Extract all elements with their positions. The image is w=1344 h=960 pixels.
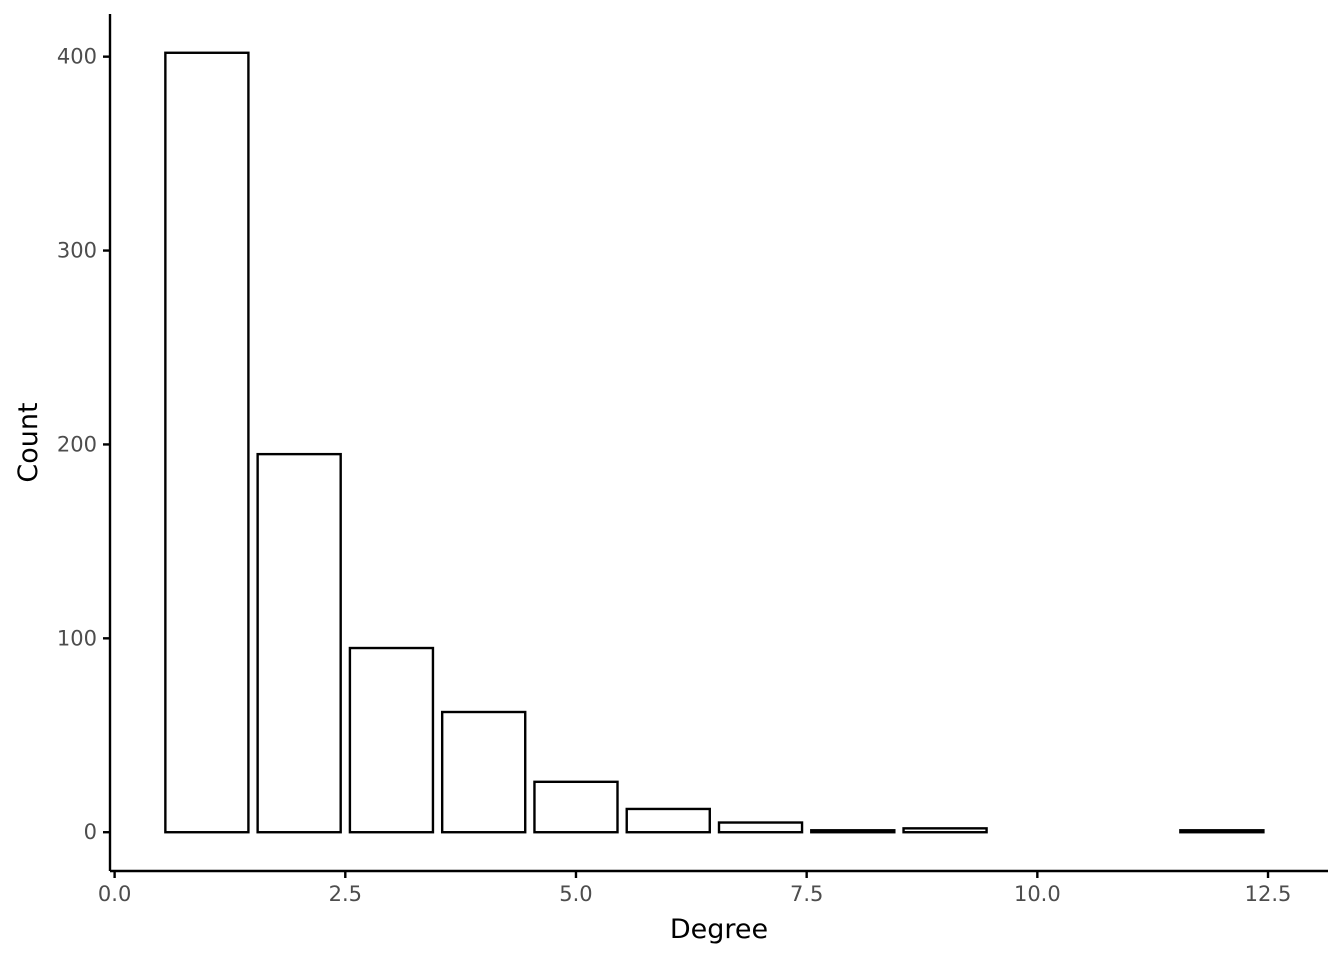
x-axis-ticks: 0.0 2.5 5.0 7.5 10.0 12.5 — [98, 871, 1291, 906]
bar-degree-6 — [625, 807, 711, 834]
x-axis-title: Degree — [670, 914, 768, 945]
y-tick-label: 300 — [57, 239, 97, 263]
y-tick-label: 200 — [57, 432, 97, 456]
bar-degree-4 — [440, 710, 527, 834]
x-tick-label: 7.5 — [790, 882, 823, 906]
y-tick-label: 0 — [84, 820, 97, 844]
bar-degree-7 — [717, 821, 804, 834]
x-tick-label: 5.0 — [559, 882, 592, 906]
y-axis-ticks: 0 100 200 300 400 — [57, 45, 110, 844]
bar-degree-5 — [533, 780, 619, 834]
bar-degree-3 — [348, 646, 435, 834]
x-tick-label: 10.0 — [1014, 882, 1061, 906]
bar-degree-8 — [810, 829, 896, 834]
bar-degree-9 — [902, 827, 988, 834]
x-tick-label: 12.5 — [1245, 882, 1292, 906]
x-tick-label: 2.5 — [329, 882, 362, 906]
bar-degree-1 — [164, 51, 250, 834]
bars-group — [164, 51, 1265, 834]
bar-degree-12 — [1179, 829, 1265, 834]
y-tick-label: 400 — [57, 45, 97, 69]
y-axis-title: Count — [13, 402, 44, 482]
y-tick-label: 100 — [57, 626, 97, 650]
x-tick-label: 0.0 — [98, 882, 131, 906]
bar-degree-2 — [256, 452, 342, 834]
